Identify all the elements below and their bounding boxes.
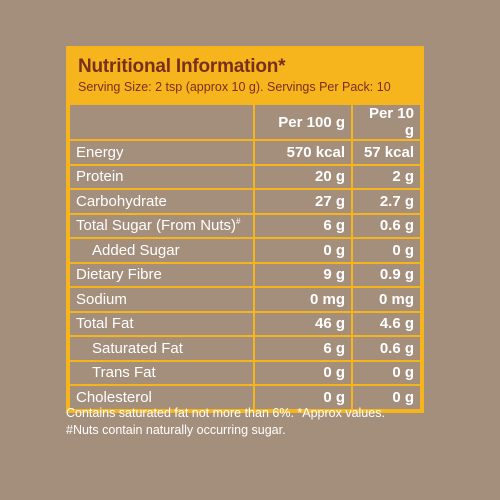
value-per-10g: 4.6 g <box>351 310 422 337</box>
value-per-100g: 0 g <box>253 359 353 386</box>
header-per-10g: Per 10 g <box>351 103 422 141</box>
value-per-100g: 46 g <box>253 310 353 337</box>
value-per-10g: 0.6 g <box>351 335 422 362</box>
value-per-100g: 20 g <box>253 163 353 190</box>
nutrition-table: Per 100 g Per 10 g Energy 570 kcal 57 kc… <box>68 103 422 411</box>
value-per-10g: 0.6 g <box>351 212 422 239</box>
table-row: Total Sugar (From Nuts)# 6 g 0.6 g <box>68 212 422 239</box>
table-row: Energy 570 kcal 57 kcal <box>68 139 422 166</box>
table-row: Total Fat 46 g 4.6 g <box>68 310 422 337</box>
nutrient-name: Protein <box>68 163 255 190</box>
nutrient-name-cell: Total Sugar (From Nuts)# <box>68 212 255 239</box>
table-row: Cholesterol 0 g 0 g <box>68 384 422 411</box>
footnote-line-saturated-fat: Contains saturated fat not more than 6%.… <box>66 406 385 420</box>
value-per-10g: 2.7 g <box>351 188 422 215</box>
value-per-10g: 0 g <box>351 384 422 411</box>
header-nutrient <box>68 103 255 141</box>
table-row: Trans Fat 0 g 0 g <box>68 359 422 386</box>
nutrient-name: Total Sugar (From Nuts) <box>76 217 237 235</box>
value-per-100g: 0 g <box>253 384 353 411</box>
table-row: Sodium 0 mg 0 mg <box>68 286 422 313</box>
table-header-row: Per 100 g Per 10 g <box>68 103 422 141</box>
value-per-100g: 570 kcal <box>253 139 353 166</box>
nutrient-name: Dietary Fibre <box>68 261 255 288</box>
nutrient-name: Added Sugar <box>68 237 255 264</box>
nutrient-name: Trans Fat <box>68 359 255 386</box>
nutrition-panel: Nutritional Information* Serving Size: 2… <box>66 46 424 413</box>
nutrient-name: Cholesterol <box>68 384 255 411</box>
value-per-10g: 0 g <box>351 237 422 264</box>
table-row: Saturated Fat 6 g 0.6 g <box>68 335 422 362</box>
nuts-footnote-mark: # <box>236 217 241 227</box>
nutrient-name: Total Fat <box>68 310 255 337</box>
table-row: Protein 20 g 2 g <box>68 163 422 190</box>
nutrient-name: Carbohydrate <box>68 188 255 215</box>
value-per-100g: 9 g <box>253 261 353 288</box>
value-per-10g: 0.9 g <box>351 261 422 288</box>
value-per-100g: 6 g <box>253 212 353 239</box>
nutrition-header: Nutritional Information* Serving Size: 2… <box>68 48 422 103</box>
nutrition-title: Nutritional Information* <box>78 56 286 77</box>
value-per-100g: 6 g <box>253 335 353 362</box>
value-per-10g: 0 mg <box>351 286 422 313</box>
value-per-10g: 57 kcal <box>351 139 422 166</box>
value-per-10g: 2 g <box>351 163 422 190</box>
value-per-100g: 0 mg <box>253 286 353 313</box>
nutrient-name: Energy <box>68 139 255 166</box>
footnote: Contains saturated fat not more than 6%.… <box>66 405 466 439</box>
footnote-line-nuts-sugar: #Nuts contain naturally occurring sugar. <box>66 423 286 437</box>
value-per-100g: 0 g <box>253 237 353 264</box>
table-row: Carbohydrate 27 g 2.7 g <box>68 188 422 215</box>
nutrient-name: Sodium <box>68 286 255 313</box>
nutrient-name: Saturated Fat <box>68 335 255 362</box>
table-row: Dietary Fibre 9 g 0.9 g <box>68 261 422 288</box>
header-per-100g: Per 100 g <box>253 103 353 141</box>
table-row: Added Sugar 0 g 0 g <box>68 237 422 264</box>
value-per-100g: 27 g <box>253 188 353 215</box>
value-per-10g: 0 g <box>351 359 422 386</box>
serving-info: Serving Size: 2 tsp (approx 10 g). Servi… <box>78 80 391 94</box>
